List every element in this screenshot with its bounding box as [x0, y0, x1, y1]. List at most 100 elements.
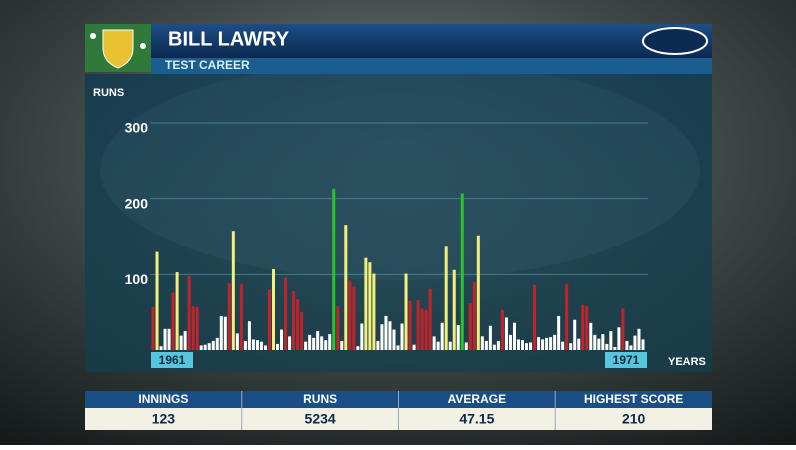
stat-label: INNINGS	[138, 392, 188, 406]
bar	[625, 340, 629, 350]
bar	[195, 306, 199, 350]
bar	[215, 337, 219, 350]
bar	[549, 337, 553, 350]
y-tick-label: 300	[125, 120, 149, 136]
bar	[621, 308, 625, 350]
stat-label: AVERAGE	[448, 392, 506, 406]
bar	[207, 343, 211, 350]
bar	[175, 272, 179, 350]
bar	[412, 344, 416, 350]
bar	[267, 289, 271, 350]
bar	[416, 300, 420, 350]
bar	[617, 327, 621, 350]
bar	[476, 235, 480, 350]
bar	[593, 334, 597, 350]
bar	[171, 292, 175, 350]
bar	[573, 319, 577, 350]
bar	[231, 231, 235, 350]
logo-star	[90, 33, 96, 39]
y-axis-label: RUNS	[93, 87, 124, 99]
bar	[179, 335, 183, 350]
bar	[392, 329, 396, 350]
bar	[448, 341, 452, 350]
bar	[633, 335, 637, 350]
bar	[464, 342, 468, 350]
bar	[396, 345, 400, 350]
bar	[525, 343, 529, 350]
bar	[380, 324, 384, 350]
bar	[452, 269, 456, 350]
bar	[629, 345, 633, 350]
bar	[569, 343, 573, 350]
bar	[251, 339, 255, 350]
bar	[585, 306, 589, 350]
bar	[468, 303, 472, 350]
bar	[581, 304, 585, 350]
bar	[384, 315, 388, 350]
bar	[304, 341, 308, 350]
bar	[609, 331, 613, 350]
bar	[219, 315, 223, 350]
bar	[376, 340, 380, 350]
bar	[211, 340, 215, 350]
bar	[280, 329, 284, 350]
bar	[565, 284, 569, 350]
bar	[512, 322, 516, 350]
bar	[420, 308, 424, 350]
bar	[243, 340, 247, 350]
bar	[432, 336, 436, 350]
bar	[288, 336, 292, 350]
bar	[308, 334, 312, 350]
bar	[404, 273, 408, 350]
bar	[500, 309, 504, 350]
bar	[271, 269, 275, 350]
bar	[537, 337, 541, 350]
bar	[348, 280, 352, 350]
bar	[440, 322, 444, 350]
bar	[488, 325, 492, 350]
bar	[388, 321, 392, 350]
bar	[601, 334, 605, 350]
bar	[541, 339, 545, 350]
bar	[553, 334, 557, 350]
bar	[521, 340, 525, 350]
bar	[637, 328, 641, 350]
bar	[372, 273, 376, 350]
bar	[276, 343, 280, 350]
bar	[577, 338, 581, 350]
bar	[589, 322, 593, 350]
bar	[163, 328, 167, 350]
bar	[364, 257, 368, 350]
subtitle: TEST CAREER	[165, 58, 250, 72]
bar	[340, 340, 344, 350]
bar	[296, 299, 300, 350]
bar	[613, 346, 617, 350]
bar	[187, 275, 191, 350]
bar	[533, 284, 537, 350]
bar	[484, 340, 488, 350]
bar	[259, 341, 263, 350]
bar	[159, 346, 163, 350]
bar	[444, 246, 448, 350]
bar	[316, 331, 320, 350]
stat-value: 47.15	[459, 411, 494, 427]
bar	[247, 321, 251, 350]
bar	[480, 336, 484, 350]
bar	[332, 188, 336, 350]
bar	[408, 300, 412, 350]
header-bar	[85, 24, 712, 58]
bar	[344, 225, 348, 350]
bar	[324, 340, 328, 350]
bar	[597, 338, 601, 350]
bar	[167, 328, 171, 350]
bar	[504, 317, 508, 350]
bar	[151, 306, 155, 350]
bar	[561, 341, 565, 350]
bar	[545, 337, 549, 350]
stat-label: HIGHEST SCORE	[584, 392, 683, 406]
bar	[183, 331, 187, 350]
bar	[368, 262, 372, 350]
bar	[203, 344, 207, 350]
